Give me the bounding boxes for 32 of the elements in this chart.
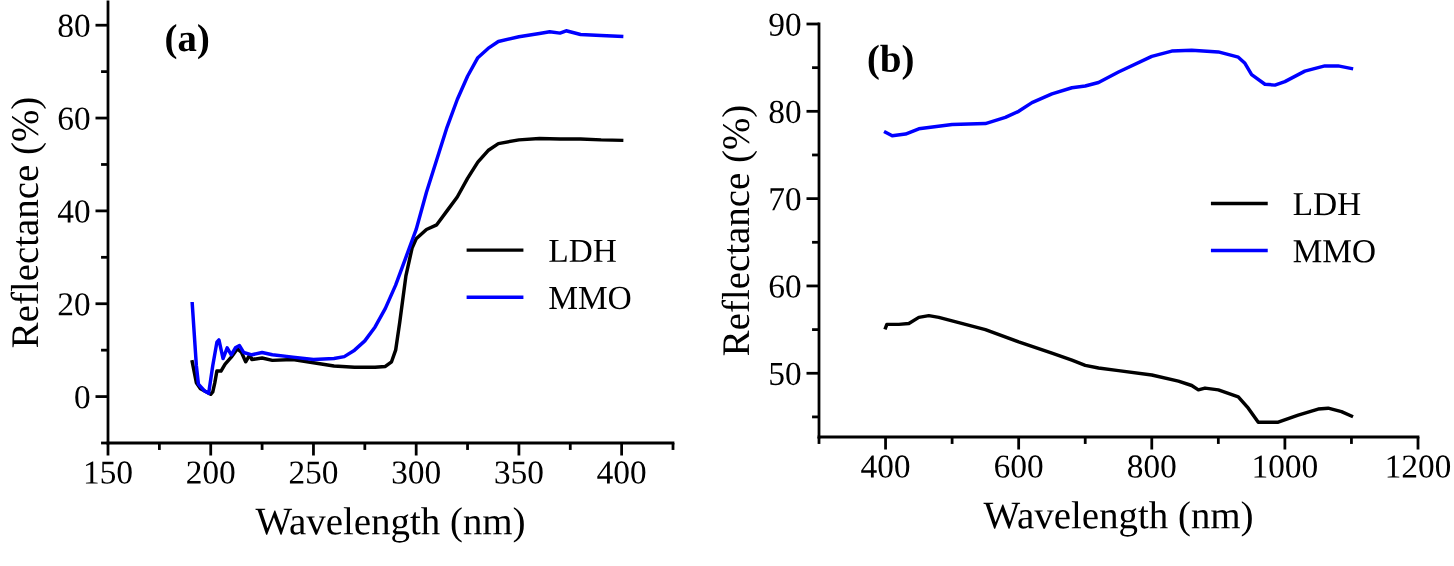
legend-label: MMO — [549, 286, 631, 310]
x-tick-label: 400 — [597, 461, 646, 484]
x-tick-label: 250 — [289, 461, 338, 484]
y-tick-label: 60 — [58, 107, 90, 130]
y-axis-title: Reflectance (%) — [721, 106, 758, 356]
y-tick-label: 90 — [769, 13, 801, 36]
x-axis-title: Wavelength (nm) — [255, 507, 524, 543]
y-tick-label: 80 — [769, 100, 801, 124]
line-series — [883, 313, 1354, 424]
legend-label: MMO — [1293, 240, 1375, 263]
x-tick-label: 300 — [392, 461, 440, 484]
x-tick-label: 150 — [85, 461, 132, 484]
x-tick-label: 200 — [187, 461, 235, 484]
legend-label: LDH — [549, 239, 616, 262]
x-tick-label: 350 — [495, 461, 543, 484]
y-tick-label: 20 — [58, 293, 90, 316]
x-tick-label: 400 — [861, 455, 910, 478]
y-tick-label: 50 — [770, 362, 801, 386]
y-tick-label: 70 — [770, 188, 801, 211]
annotation: (b) — [868, 44, 913, 80]
legend-label: LDH — [1293, 193, 1361, 216]
y-tick-label: 0 — [75, 385, 90, 409]
x-tick-label: 600 — [995, 455, 1043, 478]
y-tick-label: 80 — [58, 14, 90, 38]
y-tick-label: 40 — [57, 200, 90, 223]
x-tick-label: 1000 — [1254, 455, 1317, 478]
x-tick-label: 800 — [1128, 455, 1176, 478]
x-axis-title: Wavelength (nm) — [983, 501, 1252, 537]
y-axis-title: Reflectance (%) — [10, 98, 47, 348]
annotation: (a) — [166, 24, 209, 60]
x-tick-label: 1200 — [1387, 455, 1451, 478]
y-tick-label: 60 — [769, 275, 801, 298]
